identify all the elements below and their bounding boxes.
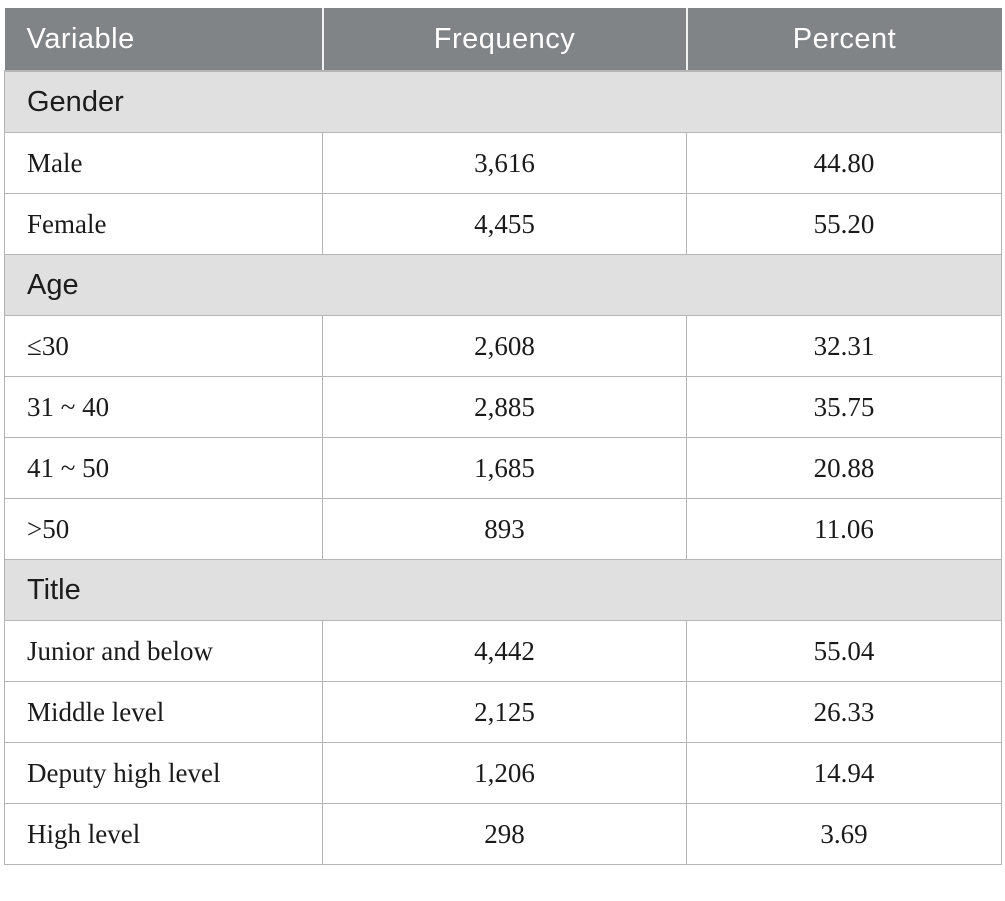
table-row: ≤30 2,608 32.31 xyxy=(4,315,1002,377)
percent-cell: 32.31 xyxy=(686,315,1002,377)
variable-cell: High level xyxy=(4,803,323,865)
table-row: Female 4,455 55.20 xyxy=(4,193,1002,255)
variable-cell: 31 ~ 40 xyxy=(4,376,323,438)
header-row: Variable Frequency Percent xyxy=(4,8,1002,72)
frequency-cell: 893 xyxy=(322,498,687,560)
percent-cell: 35.75 xyxy=(686,376,1002,438)
section-row-age: Age xyxy=(4,254,1002,316)
section-label: Age xyxy=(4,254,1002,316)
frequency-cell: 3,616 xyxy=(322,132,687,194)
frequency-cell: 1,206 xyxy=(322,742,687,804)
column-header-percent: Percent xyxy=(685,8,1002,72)
table-row: >50 893 11.06 xyxy=(4,498,1002,560)
table-body: Gender Male 3,616 44.80 Female 4,455 55.20 Age ≤… xyxy=(4,70,1002,865)
frequency-cell: 2,608 xyxy=(322,315,687,377)
column-header-variable: Variable xyxy=(4,8,323,72)
variable-cell: Female xyxy=(4,193,323,255)
variable-cell: Deputy high level xyxy=(4,742,323,804)
table-row: 31 ~ 40 2,885 35.75 xyxy=(4,376,1002,438)
table-row: Male 3,616 44.80 xyxy=(4,132,1002,194)
section-row-gender: Gender xyxy=(4,70,1002,133)
table-row: High level 298 3.69 xyxy=(4,803,1002,865)
table-row: Middle level 2,125 26.33 xyxy=(4,681,1002,743)
frequency-cell: 4,442 xyxy=(322,620,687,682)
variable-cell: Middle level xyxy=(4,681,323,743)
frequency-cell: 298 xyxy=(322,803,687,865)
variable-cell: 41 ~ 50 xyxy=(4,437,323,499)
variable-cell: Junior and below xyxy=(4,620,323,682)
frequency-cell: 2,125 xyxy=(322,681,687,743)
frequency-cell: 1,685 xyxy=(322,437,687,499)
percent-cell: 3.69 xyxy=(686,803,1002,865)
table-row: Junior and below 4,442 55.04 xyxy=(4,620,1002,682)
table-row: Deputy high level 1,206 14.94 xyxy=(4,742,1002,804)
variable-cell: >50 xyxy=(4,498,323,560)
column-header-frequency: Frequency xyxy=(321,8,687,72)
table-header: Variable Frequency Percent xyxy=(4,8,1002,72)
percent-cell: 20.88 xyxy=(686,437,1002,499)
variable-cell: ≤30 xyxy=(4,315,323,377)
percent-cell: 11.06 xyxy=(686,498,1002,560)
frequency-cell: 2,885 xyxy=(322,376,687,438)
section-label: Gender xyxy=(4,70,1002,133)
table-row: 41 ~ 50 1,685 20.88 xyxy=(4,437,1002,499)
variable-cell: Male xyxy=(4,132,323,194)
percent-cell: 55.04 xyxy=(686,620,1002,682)
section-label: Title xyxy=(4,559,1002,621)
demographics-table: Variable Frequency Percent Gender Male 3,6… xyxy=(4,8,1002,865)
section-row-title: Title xyxy=(4,559,1002,621)
percent-cell: 14.94 xyxy=(686,742,1002,804)
percent-cell: 55.20 xyxy=(686,193,1002,255)
percent-cell: 26.33 xyxy=(686,681,1002,743)
frequency-cell: 4,455 xyxy=(322,193,687,255)
percent-cell: 44.80 xyxy=(686,132,1002,194)
